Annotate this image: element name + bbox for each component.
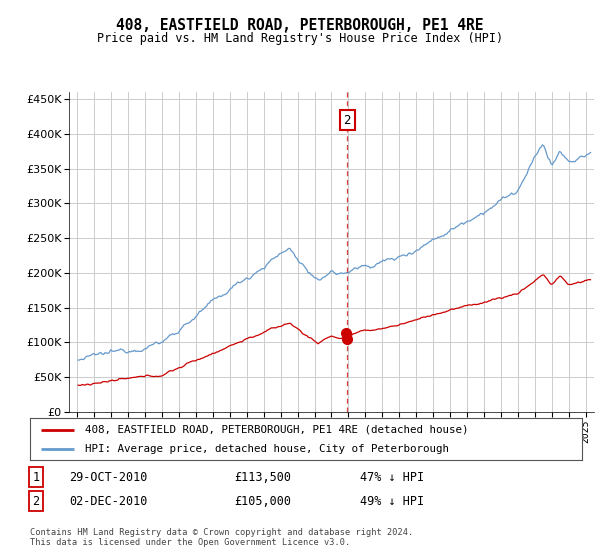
Text: 1: 1 — [32, 470, 40, 484]
Text: Contains HM Land Registry data © Crown copyright and database right 2024.
This d: Contains HM Land Registry data © Crown c… — [30, 528, 413, 547]
Text: 408, EASTFIELD ROAD, PETERBOROUGH, PE1 4RE (detached house): 408, EASTFIELD ROAD, PETERBOROUGH, PE1 4… — [85, 424, 469, 435]
Text: HPI: Average price, detached house, City of Peterborough: HPI: Average price, detached house, City… — [85, 444, 449, 454]
Text: Price paid vs. HM Land Registry's House Price Index (HPI): Price paid vs. HM Land Registry's House … — [97, 32, 503, 45]
Text: £105,000: £105,000 — [234, 494, 291, 508]
Text: 47% ↓ HPI: 47% ↓ HPI — [360, 470, 424, 484]
Text: £113,500: £113,500 — [234, 470, 291, 484]
Text: 2: 2 — [32, 494, 40, 508]
Text: 02-DEC-2010: 02-DEC-2010 — [69, 494, 148, 508]
Text: 408, EASTFIELD ROAD, PETERBOROUGH, PE1 4RE: 408, EASTFIELD ROAD, PETERBOROUGH, PE1 4… — [116, 18, 484, 34]
Text: 2: 2 — [343, 114, 351, 127]
Text: 29-OCT-2010: 29-OCT-2010 — [69, 470, 148, 484]
Text: 49% ↓ HPI: 49% ↓ HPI — [360, 494, 424, 508]
